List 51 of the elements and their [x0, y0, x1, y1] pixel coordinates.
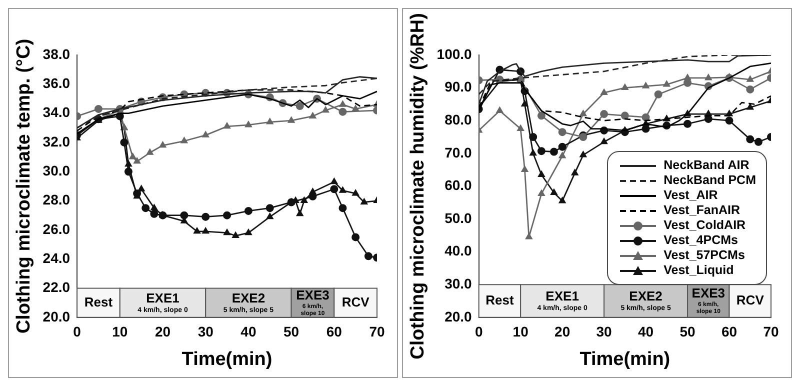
y-tick-label: 36.0	[42, 75, 70, 92]
x-tick-label: 30	[198, 324, 214, 340]
legend-label: Vest_AIR	[664, 188, 718, 202]
y-tick-label: 38.0	[42, 46, 70, 62]
legend-label: Vest_4PCMs	[664, 233, 738, 247]
y-tick-label: 26.0	[42, 220, 70, 237]
band-label: RCV	[342, 294, 370, 310]
legend-label: Vest_Liquid	[664, 263, 734, 277]
x-tick-label: 40	[240, 324, 256, 340]
band-label: RCV	[736, 292, 764, 308]
y-tick-label: 34.0	[42, 104, 70, 120]
band-label: Rest	[84, 294, 114, 310]
x-tick-label: 0	[73, 324, 82, 340]
y-axis-title: Clothing microclimate temp. (°C)	[14, 38, 35, 334]
x-tick-label: 10	[512, 324, 529, 340]
y-tick-label: 60.0	[444, 177, 472, 194]
legend-label: NeckBand AIR	[664, 158, 750, 172]
y-tick-label: 40.0	[444, 242, 472, 259]
legend-label: NeckBand PCM	[664, 173, 756, 187]
y-tick-label: 50.0	[444, 210, 472, 226]
legend-label: Vest_ColdAIR	[664, 218, 746, 232]
y-tick-label: 30.0	[444, 275, 472, 292]
y-tick-label: 20.0	[444, 308, 472, 324]
y-tick-label: 90.0	[444, 78, 472, 95]
x-tick-label: 50	[680, 324, 696, 340]
x-tick-label: 20	[554, 324, 570, 340]
band-label: Rest	[486, 292, 514, 308]
x-tick-label: 0	[474, 324, 483, 340]
y-tick-label: 20.0	[42, 308, 70, 324]
x-tick-label: 10	[112, 324, 128, 340]
x-axis-title: Time(min)	[580, 348, 670, 370]
y-tick-label: 30.0	[42, 162, 70, 178]
y-tick-label: 24.0	[42, 250, 70, 266]
x-tick-label: 70	[763, 324, 779, 340]
y-axis-title: Clothing microclimate humidity (%RH)	[408, 13, 429, 360]
y-tick-label: 32.0	[42, 133, 70, 150]
legend-label: Vest_FanAIR	[664, 203, 740, 217]
x-tick-label: 70	[369, 324, 385, 340]
y-tick-label: 70.0	[444, 144, 472, 160]
x-tick-label: 50	[284, 324, 300, 340]
y-tick-label: 100.0	[436, 46, 472, 62]
y-tick-label: 80.0	[444, 111, 472, 128]
x-tick-label: 20	[154, 324, 171, 340]
legend-label: Vest_57PCMs	[664, 248, 745, 262]
y-tick-label: 28.0	[42, 192, 70, 208]
x-tick-label: 60	[326, 324, 342, 340]
x-axis-title: Time(min)	[182, 348, 272, 370]
x-tick-label: 40	[638, 324, 654, 340]
x-tick-label: 60	[721, 324, 738, 340]
x-tick-label: 30	[596, 324, 612, 340]
y-tick-label: 22.0	[42, 279, 70, 296]
